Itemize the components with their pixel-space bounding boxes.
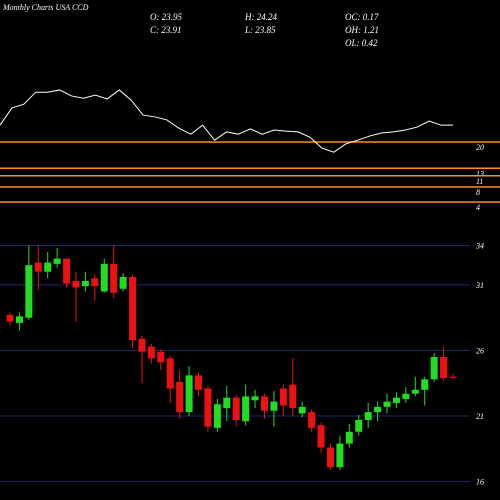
y-tick-label: 8 xyxy=(476,188,480,197)
candle-body xyxy=(308,412,316,428)
y-tick-label: 4 xyxy=(476,203,480,212)
candle-body xyxy=(270,401,278,411)
candle-body xyxy=(449,376,457,378)
candle-body xyxy=(138,338,146,352)
candle-body xyxy=(317,425,325,448)
candle-body xyxy=(81,280,89,287)
y-tick-label: 11 xyxy=(476,177,483,186)
candle-body xyxy=(223,397,231,409)
y-tick-label: 21 xyxy=(476,412,484,421)
candle-body xyxy=(34,262,42,272)
candle-body xyxy=(402,393,410,399)
candle-body xyxy=(289,384,297,409)
candle-body xyxy=(326,447,334,468)
y-tick-label: 31 xyxy=(475,281,484,290)
candle-body xyxy=(176,381,184,413)
candle-body xyxy=(204,388,212,427)
candle-body xyxy=(430,357,438,380)
candle-body xyxy=(260,396,268,411)
chart-title: Monthly Charts USA CCD xyxy=(2,3,89,12)
indicator-line xyxy=(0,89,453,153)
candle-body xyxy=(147,346,155,359)
info-text: L: 23.85 xyxy=(244,25,276,35)
y-tick-label: 13 xyxy=(476,169,484,178)
candle-body xyxy=(44,262,52,272)
candle-body xyxy=(251,396,259,401)
candle-body xyxy=(364,412,372,420)
candle-body xyxy=(129,276,137,340)
candle-body xyxy=(157,351,165,363)
candle-body xyxy=(279,388,287,406)
candle-body xyxy=(298,406,306,414)
y-tick-label: 20 xyxy=(476,143,484,152)
candle-body xyxy=(195,375,203,390)
y-tick-label: 26 xyxy=(476,346,484,355)
candle-body xyxy=(232,397,240,420)
candle-body xyxy=(213,404,221,428)
candle-body xyxy=(100,263,108,292)
candle-body xyxy=(72,280,80,288)
candle-body xyxy=(119,276,127,289)
candle-body xyxy=(63,258,71,284)
candle-body xyxy=(25,265,33,318)
candle-body xyxy=(411,389,419,394)
info-text: OL: 0.42 xyxy=(345,38,378,48)
candle-body xyxy=(242,396,250,422)
candle-body xyxy=(6,315,14,322)
candle-body xyxy=(345,431,353,444)
y-tick-label: 16 xyxy=(476,478,484,487)
info-text: OC: 0.17 xyxy=(345,12,379,22)
candle-body xyxy=(421,379,429,390)
candle-body xyxy=(185,375,193,413)
info-text: H: 24.24 xyxy=(244,12,277,22)
candle-body xyxy=(166,358,174,389)
info-text: C: 23.91 xyxy=(150,25,182,35)
candle-body xyxy=(355,419,363,432)
candle-body xyxy=(110,263,118,293)
candle-body xyxy=(336,443,344,468)
candle-body xyxy=(440,357,448,378)
candle-body xyxy=(383,401,391,407)
candle-body xyxy=(15,316,23,323)
candle-body xyxy=(374,406,382,413)
candle-body xyxy=(392,397,400,403)
candle-body xyxy=(53,258,61,264)
info-text: O: 23.95 xyxy=(150,12,182,22)
info-text: OH: 1.21 xyxy=(345,25,379,35)
candle-body xyxy=(91,278,99,287)
y-tick-label: 34 xyxy=(475,241,484,250)
